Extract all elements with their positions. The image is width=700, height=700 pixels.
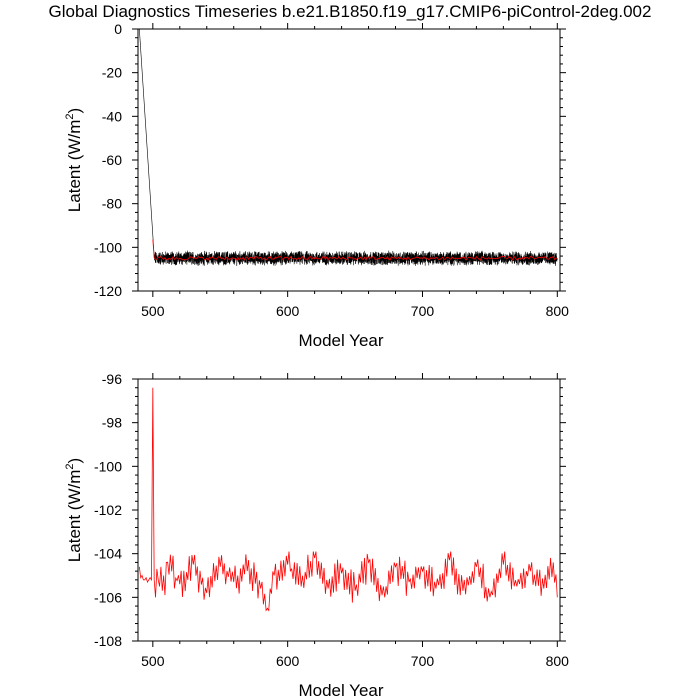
- plot-area: [139, 29, 558, 266]
- x-tick-label: 500: [141, 653, 165, 669]
- x-tick-label: 500: [141, 303, 165, 319]
- y-axis-label: Latent (W/m2): [64, 108, 84, 212]
- y-tick-label: -60: [102, 152, 122, 168]
- x-tick-label: 600: [276, 303, 300, 319]
- y-tick-label: -80: [102, 196, 122, 212]
- x-tick-label: 700: [411, 303, 435, 319]
- y-tick-label: -40: [102, 108, 122, 124]
- y-tick-label: -106: [94, 589, 122, 605]
- x-axis-label: Model Year: [298, 331, 383, 350]
- x-tick-label: 700: [411, 653, 435, 669]
- y-tick-label: -96: [102, 371, 122, 387]
- series-line-annual: [152, 239, 558, 261]
- figure-title: Global Diagnostics Timeseries b.e21.B185…: [48, 2, 652, 21]
- series-line-monthly: [139, 29, 558, 266]
- plot-frame: [137, 28, 561, 292]
- panel-top: 500 600 700 800 0 -20 -40 -60 -80 -100 -120 Model Y…: [64, 21, 569, 350]
- y-axis-label: Latent (W/m2): [64, 458, 84, 562]
- y-tick-label: -98: [102, 415, 122, 431]
- y-tick-label: -120: [94, 283, 122, 299]
- y-tick-label: -100: [94, 239, 122, 255]
- plot-area: [138, 387, 558, 612]
- y-tick-label: -20: [102, 65, 122, 81]
- y-tick-label: -100: [94, 458, 122, 474]
- x-tick-label: 800: [546, 653, 570, 669]
- y-tick-label: -104: [94, 546, 122, 562]
- x-tick-label: 800: [546, 303, 570, 319]
- y-tick-label: 0: [114, 21, 122, 37]
- series-line-annual: [138, 387, 558, 612]
- x-tick-label: 600: [276, 653, 300, 669]
- plot-frame: [137, 378, 561, 642]
- y-tick-label: -102: [94, 502, 122, 518]
- x-axis-label: Model Year: [298, 681, 383, 700]
- y-tick-label: -108: [94, 633, 122, 649]
- panel-bottom: 500 600 700 800 -96 -98 -100 -102 -104 -106 -108 Mo…: [64, 371, 569, 700]
